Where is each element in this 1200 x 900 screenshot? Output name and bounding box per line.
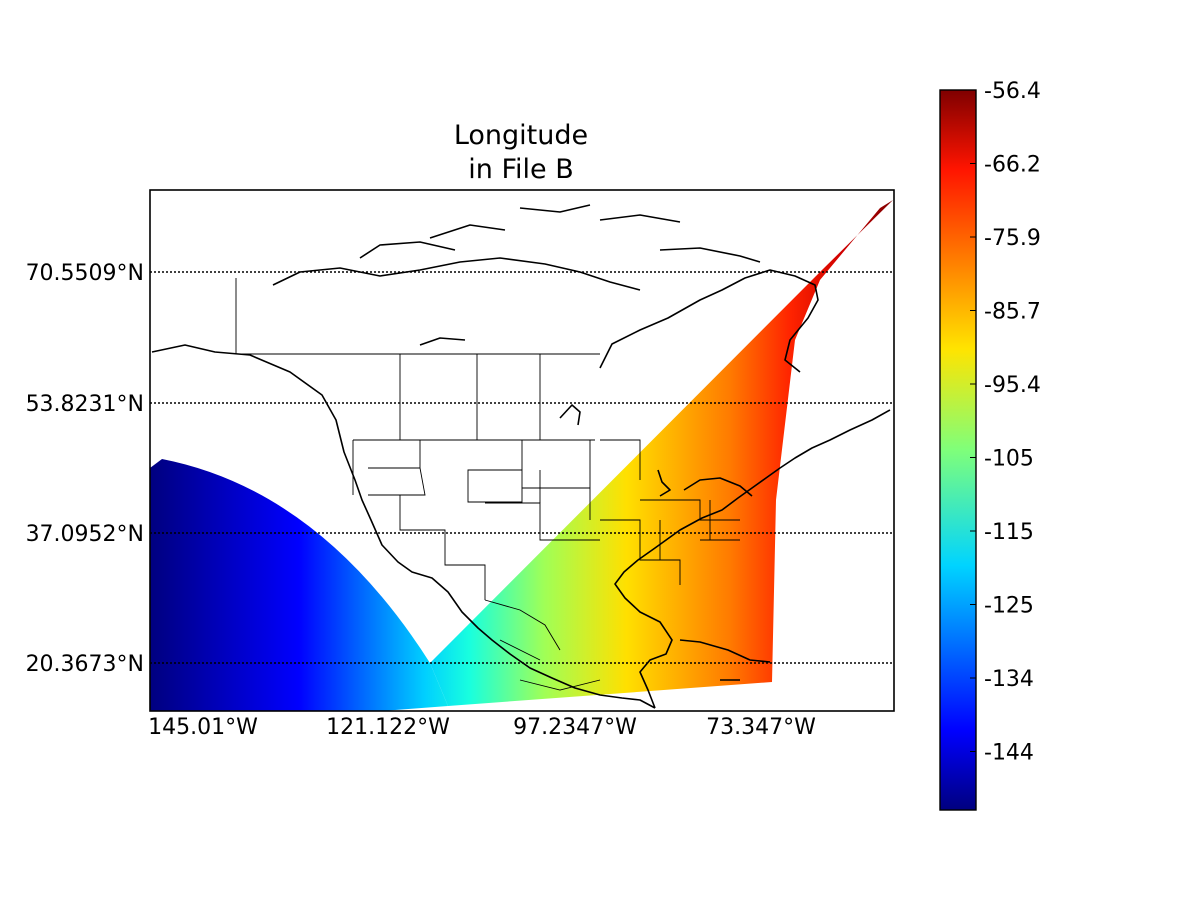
lon-label: 97.2347°W: [513, 715, 637, 740]
colorbar-tick-label: -125: [984, 594, 1034, 619]
colorbar-gradient: [939, 89, 977, 811]
lon-label: 73.347°W: [706, 715, 816, 740]
latitude-labels: 70.5509°N 53.8231°N 37.0952°N 20.3673°N: [26, 261, 144, 677]
map-title-line1: Longitude: [454, 120, 588, 151]
map-title-line2: in File B: [468, 154, 573, 185]
map-panel: [150, 190, 894, 711]
lon-label: 145.01°W: [148, 715, 258, 740]
colorbar-ticks: -56.4 -66.2 -75.9 -85.7 -95.4 -105 -115 -125 -13…: [970, 79, 1041, 766]
colorbar-tick-label: -115: [984, 520, 1034, 545]
longitude-labels: 145.01°W 121.122°W 97.2347°W 73.347°W: [148, 715, 816, 740]
lon-label: 121.122°W: [326, 715, 450, 740]
political-boundaries: [235, 278, 740, 691]
lat-label: 20.3673°N: [26, 652, 144, 677]
colorbar-tick-label: -85.7: [984, 300, 1041, 325]
colorbar-tick-label: -75.9: [984, 226, 1041, 251]
colorbar-tick-label: -56.4: [984, 79, 1041, 104]
parallels: [150, 271, 894, 664]
colorbar-tick-label: -66.2: [984, 153, 1041, 178]
colorbar-tick-label: -95.4: [984, 373, 1041, 398]
colorbar: -56.4 -66.2 -75.9 -85.7 -95.4 -105 -115 -125 -13…: [939, 79, 1041, 811]
colorbar-tick-label: -134: [984, 667, 1034, 692]
coastlines: [151, 204, 891, 709]
colorbar-tick-label: -144: [984, 741, 1034, 766]
lat-label: 53.8231°N: [26, 392, 144, 417]
colorbar-tick-label: -105: [984, 447, 1034, 472]
map-frame: [149, 189, 895, 712]
lat-label: 70.5509°N: [26, 261, 144, 286]
data-swath: [150, 200, 893, 711]
lat-label: 37.0952°N: [26, 522, 144, 547]
